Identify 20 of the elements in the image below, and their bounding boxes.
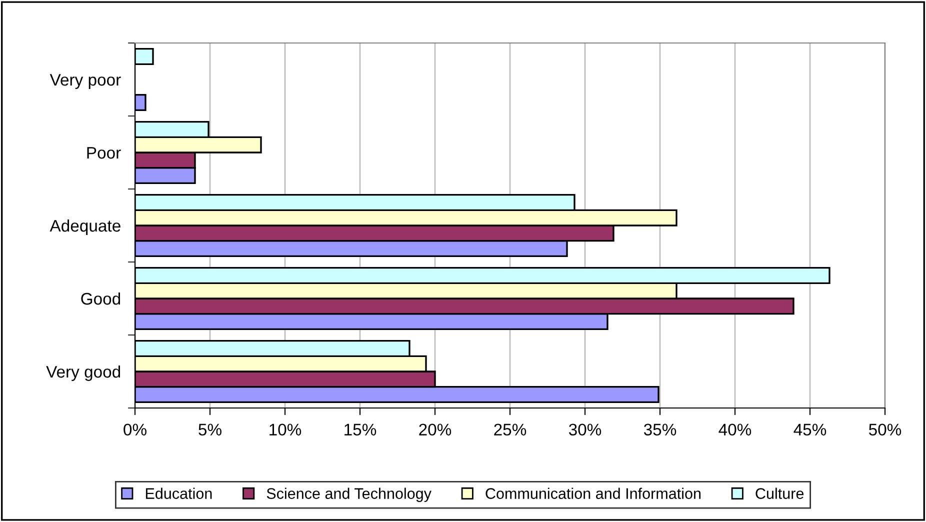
x-tick-label: 35% [644, 424, 676, 436]
x-tick-label: 5% [198, 424, 222, 436]
legend-label: Communication and Information [486, 488, 701, 499]
x-tick-label: 30% [568, 424, 602, 436]
x-tick-label: 0% [124, 424, 146, 436]
x-tick-label: 40% [718, 424, 752, 436]
legend-label: Education [146, 488, 212, 499]
x-tick-label: 20% [419, 424, 452, 436]
y-tick-label: Very poor [50, 74, 121, 89]
x-tick-label: 15% [344, 424, 376, 436]
x-tick-label: 45% [794, 424, 826, 436]
y-tick-label: Very good [46, 365, 120, 381]
legend-label: Culture [756, 488, 804, 499]
x-tick-label: 10% [270, 424, 302, 436]
y-tick-label: Good [81, 292, 120, 305]
x-tick-label: 25% [494, 424, 526, 436]
y-tick-label: Adequate [50, 219, 120, 235]
x-tick-label: 50% [868, 424, 902, 436]
legend-label: Science and Technology [266, 488, 432, 502]
y-tick-label: Poor [87, 147, 121, 159]
